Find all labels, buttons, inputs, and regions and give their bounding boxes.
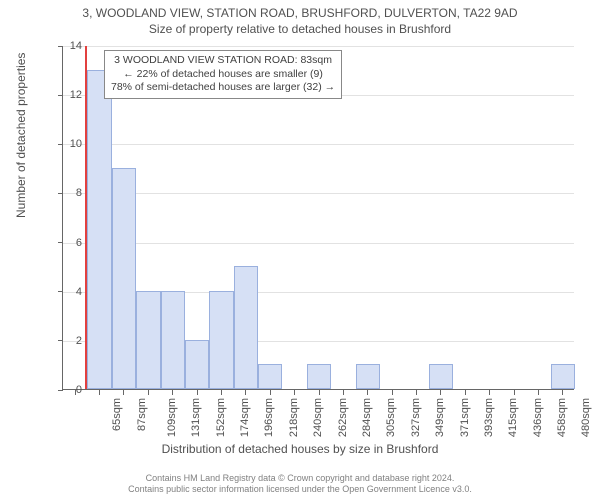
annotation-line-3: 78% of semi-detached houses are larger (…: [111, 81, 335, 95]
annotation-box: 3 WOODLAND VIEW STATION ROAD: 83sqm ← 22…: [104, 50, 342, 99]
footer-line-1: Contains HM Land Registry data © Crown c…: [0, 473, 600, 485]
x-tick: [489, 390, 490, 395]
x-tick-label: 284sqm: [361, 398, 373, 437]
y-tick-label: 0: [52, 384, 82, 396]
x-tick-label: 152sqm: [215, 398, 227, 437]
x-tick-label: 87sqm: [136, 398, 148, 431]
histogram-bar: [136, 291, 160, 389]
x-tick: [416, 390, 417, 395]
x-tick: [245, 390, 246, 395]
x-tick-label: 196sqm: [264, 398, 276, 437]
y-tick-label: 2: [52, 335, 82, 347]
x-tick-label: 327sqm: [410, 398, 422, 437]
histogram-bar: [87, 70, 111, 389]
histogram-bar: [356, 364, 380, 389]
gridline: [63, 193, 574, 194]
x-tick-label: 305sqm: [386, 398, 398, 437]
y-tick-label: 8: [52, 187, 82, 199]
x-tick: [319, 390, 320, 395]
x-tick: [562, 390, 563, 395]
y-tick-label: 6: [52, 237, 82, 249]
histogram-bar: [307, 364, 331, 389]
x-tick: [172, 390, 173, 395]
x-tick-label: 436sqm: [532, 398, 544, 437]
x-tick: [99, 390, 100, 395]
annotation-line-1: 3 WOODLAND VIEW STATION ROAD: 83sqm: [111, 54, 335, 68]
title-main: 3, WOODLAND VIEW, STATION ROAD, BRUSHFOR…: [0, 0, 600, 20]
x-tick-label: 371sqm: [459, 398, 471, 437]
histogram-bar: [185, 340, 209, 389]
x-tick-label: 174sqm: [239, 398, 251, 437]
x-tick-label: 109sqm: [166, 398, 178, 437]
x-tick: [343, 390, 344, 395]
histogram-bar: [161, 291, 185, 389]
x-axis-label: Distribution of detached houses by size …: [0, 442, 600, 456]
x-tick: [148, 390, 149, 395]
x-tick-label: 65sqm: [111, 398, 123, 431]
annotation-line-2: ← 22% of detached houses are smaller (9): [111, 68, 335, 82]
x-tick-label: 240sqm: [312, 398, 324, 437]
title-sub: Size of property relative to detached ho…: [0, 20, 600, 36]
histogram-bar: [429, 364, 453, 389]
x-tick-label: 393sqm: [483, 398, 495, 437]
gridline: [63, 243, 574, 244]
x-tick: [294, 390, 295, 395]
x-tick: [538, 390, 539, 395]
x-tick-label: 349sqm: [434, 398, 446, 437]
histogram-bar: [112, 168, 136, 389]
gridline: [63, 46, 574, 47]
histogram-bar: [234, 266, 258, 389]
histogram-bar: [209, 291, 233, 389]
y-tick-label: 10: [52, 138, 82, 150]
x-tick: [465, 390, 466, 395]
x-tick-label: 218sqm: [288, 398, 300, 437]
x-tick-label: 458sqm: [556, 398, 568, 437]
x-tick-label: 262sqm: [337, 398, 349, 437]
x-tick-label: 415sqm: [507, 398, 519, 437]
chart-container: 3, WOODLAND VIEW, STATION ROAD, BRUSHFOR…: [0, 0, 600, 500]
x-tick: [514, 390, 515, 395]
y-tick-label: 14: [52, 40, 82, 52]
x-tick: [270, 390, 271, 395]
x-tick-label: 131sqm: [190, 398, 202, 437]
x-tick-label: 480sqm: [581, 398, 593, 437]
x-tick: [221, 390, 222, 395]
y-tick-label: 12: [52, 89, 82, 101]
x-tick: [123, 390, 124, 395]
histogram-bar: [258, 364, 282, 389]
gridline: [63, 144, 574, 145]
x-tick: [392, 390, 393, 395]
x-tick: [197, 390, 198, 395]
footer: Contains HM Land Registry data © Crown c…: [0, 473, 600, 496]
x-tick: [367, 390, 368, 395]
property-marker-line: [85, 46, 87, 389]
x-tick: [440, 390, 441, 395]
histogram-bar: [551, 364, 575, 389]
y-axis-label: Number of detached properties: [14, 53, 28, 218]
y-tick-label: 4: [52, 286, 82, 298]
footer-line-2: Contains public sector information licen…: [0, 484, 600, 496]
